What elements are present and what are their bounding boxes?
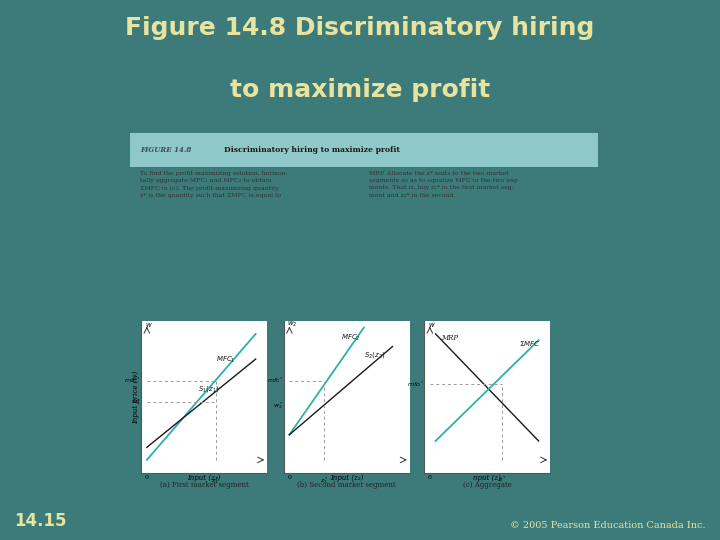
- Text: $MFC_1$: $MFC_1$: [215, 355, 235, 365]
- Text: $S_2(z_2)$: $S_2(z_2)$: [364, 350, 385, 360]
- Text: MRP: MRP: [441, 334, 459, 342]
- X-axis label: Input (z₂): Input (z₂): [330, 474, 364, 482]
- Bar: [130, 133, 598, 167]
- Text: $w$: $w$: [145, 321, 153, 329]
- X-axis label: nput (z): nput (z): [473, 474, 501, 482]
- Text: (c) Aggregate: (c) Aggregate: [463, 481, 511, 489]
- Text: Discriminatory hiring to maximize profit: Discriminatory hiring to maximize profit: [224, 146, 400, 154]
- Text: To find the profit-maximizing solution, horizon-
tally aggregate MFC₁ and MFC₂ t: To find the profit-maximizing solution, …: [140, 171, 287, 198]
- Text: Figure 14.8 Discriminatory hiring: Figure 14.8 Discriminatory hiring: [125, 16, 595, 40]
- Text: $w_2^*$: $w_2^*$: [274, 400, 284, 411]
- Text: (a) First market segment: (a) First market segment: [160, 481, 248, 489]
- Text: $S_1(z_1)$: $S_1(z_1)$: [199, 384, 220, 394]
- Text: $z_2^*$: $z_2^*$: [320, 475, 328, 486]
- Text: $w_2$: $w_2$: [287, 320, 297, 329]
- Text: $w_1^a$: $w_1^a$: [131, 397, 141, 407]
- Text: $mfo^*$: $mfo^*$: [407, 380, 424, 389]
- Text: $MFC_2$: $MFC_2$: [341, 333, 361, 343]
- Text: FIGURE 14.8: FIGURE 14.8: [140, 146, 191, 154]
- Text: $z^*$: $z^*$: [498, 475, 506, 484]
- Text: (b) Second market segment: (b) Second market segment: [297, 481, 396, 489]
- Text: 0: 0: [145, 475, 149, 480]
- Text: $mfc^*$: $mfc^*$: [125, 376, 141, 385]
- Y-axis label: Input price (w): Input price (w): [132, 370, 140, 423]
- Text: 0: 0: [287, 475, 292, 480]
- Text: $z_1^*$: $z_1^*$: [212, 475, 220, 486]
- Text: MRP. Allocate the z* units to the two market
segments so as to equalize MFC in t: MRP. Allocate the z* units to the two ma…: [369, 171, 519, 198]
- Text: $\Sigma MFC$: $\Sigma MFC$: [519, 340, 541, 348]
- Text: $mfc^*$: $mfc^*$: [267, 376, 284, 385]
- Text: $w$: $w$: [428, 321, 436, 329]
- Text: to maximize profit: to maximize profit: [230, 78, 490, 102]
- Text: © 2005 Pearson Education Canada Inc.: © 2005 Pearson Education Canada Inc.: [510, 521, 706, 530]
- Text: 14.15: 14.15: [14, 512, 67, 530]
- Text: 0: 0: [428, 475, 432, 480]
- X-axis label: Input (z₁): Input (z₁): [187, 474, 221, 482]
